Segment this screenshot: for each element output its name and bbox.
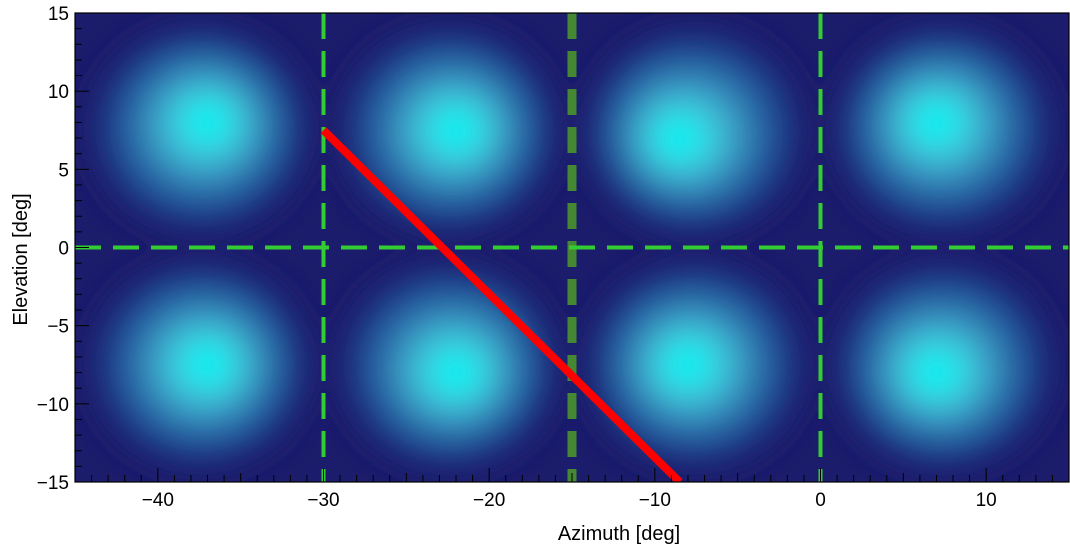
- trajectory-layer: [320, 127, 683, 482]
- beam-ring: [432, 108, 480, 153]
- beam-2: [580, 20, 813, 240]
- y-axis-title: Elevation [deg]: [10, 193, 32, 325]
- x-tick-label: 10: [976, 490, 997, 511]
- y-tick-label: 10: [48, 82, 69, 103]
- beam-ring: [656, 116, 703, 160]
- trajectory-line: [320, 127, 683, 482]
- axes: −40 −30 −20 −10 0 10 −15 −10 −5 0 5 10 15: [37, 4, 1070, 511]
- plot-area: [75, 13, 1069, 482]
- x-tick-label: 0: [815, 490, 826, 511]
- beam-6: [580, 255, 813, 475]
- x-tick-label: −20: [473, 490, 505, 511]
- beam-3: [828, 20, 1061, 240]
- beam-4: [83, 255, 316, 475]
- beam-heatmap-layer: [83, 20, 1061, 475]
- y-tick-label: −15: [37, 473, 69, 494]
- y-tick-label: 5: [58, 160, 69, 181]
- x-tick-label: −40: [142, 490, 174, 511]
- beam-ring: [913, 350, 960, 395]
- y-tick-label: 15: [48, 4, 69, 25]
- y-tick-label: −5: [47, 317, 69, 338]
- x-tick-label: −30: [307, 490, 339, 511]
- grid-lines: [75, 13, 1069, 482]
- x-axis-title: Azimuth [deg]: [558, 523, 680, 545]
- beam-1: [331, 20, 564, 240]
- beam-ring: [432, 350, 480, 395]
- beam-0: [83, 20, 316, 240]
- y-tick-label: 0: [58, 239, 69, 260]
- beam-5: [331, 255, 564, 475]
- beam-ring: [184, 100, 231, 145]
- beam-ring: [664, 342, 712, 387]
- x-tick-label: −10: [639, 490, 671, 511]
- beam-7: [828, 255, 1061, 475]
- y-tick-label: −10: [37, 395, 69, 416]
- beam-ring: [184, 342, 231, 387]
- beam-ring: [913, 100, 960, 145]
